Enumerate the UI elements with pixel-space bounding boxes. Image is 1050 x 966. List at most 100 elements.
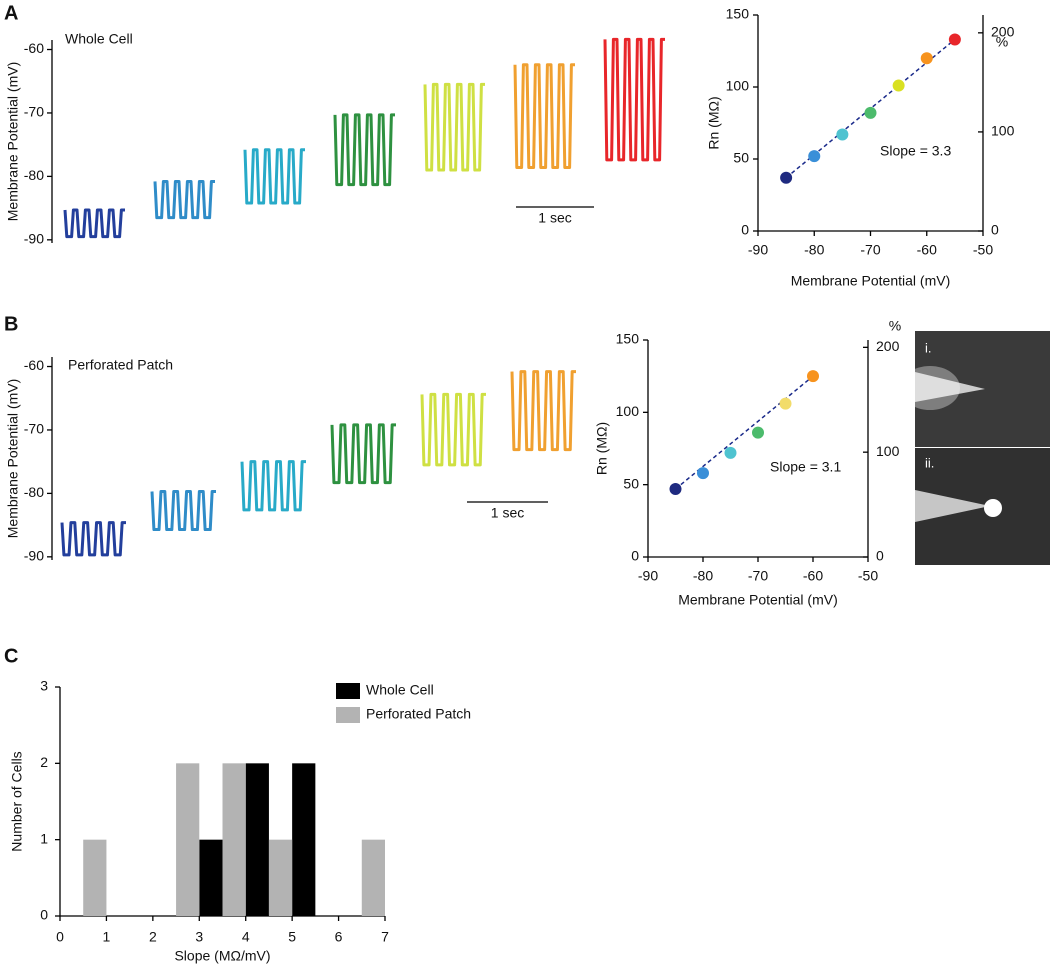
y-axis-label: Rn (MΩ) — [706, 96, 722, 149]
panel-letter: B — [4, 313, 18, 335]
y-tick-label: 3 — [40, 678, 48, 694]
pipette — [915, 490, 990, 522]
y-axis-label: Number of Cells — [9, 751, 25, 851]
x-tick-label: -50 — [858, 568, 878, 584]
trace — [513, 63, 575, 170]
point — [920, 52, 933, 65]
y-tick-label: 2 — [40, 754, 48, 770]
y-tick-label: -70 — [24, 421, 44, 437]
y-tick-label: -70 — [24, 104, 44, 120]
y-axis-label: Rn (MΩ) — [594, 422, 610, 475]
x-tick-label: -70 — [860, 242, 880, 258]
y2-tick-label: 100 — [991, 123, 1015, 139]
y2-axis-label: % — [996, 34, 1008, 50]
panel-letter: A — [4, 2, 18, 24]
bar — [361, 839, 385, 916]
x-axis-label: Membrane Potential (mV) — [791, 273, 951, 289]
y-tick-label: 150 — [616, 331, 640, 347]
x-tick-label: -90 — [638, 568, 658, 584]
legend-swatch — [336, 683, 360, 699]
bar — [83, 839, 107, 916]
trace — [510, 370, 576, 452]
point — [697, 467, 709, 480]
point — [864, 106, 877, 119]
x-tick-label: 0 — [56, 929, 64, 945]
y-tick-label: -90 — [24, 231, 44, 247]
y-tick-label: -80 — [24, 167, 44, 183]
legend-label: Whole Cell — [366, 682, 434, 698]
trace — [243, 148, 305, 205]
point — [948, 33, 961, 46]
x-tick-label: 5 — [288, 929, 296, 945]
point — [807, 370, 819, 383]
annotation: Slope = 3.3 — [880, 143, 951, 159]
y2-tick-label: 0 — [991, 222, 999, 238]
x-tick-label: -60 — [803, 568, 823, 584]
y-tick-label: 50 — [733, 150, 749, 166]
trace — [150, 489, 216, 532]
y-axis-label: Membrane Potential (mV) — [5, 62, 21, 222]
cell — [984, 499, 1002, 517]
y-tick-label: -60 — [24, 40, 44, 56]
y-tick-label: 50 — [623, 475, 639, 491]
x-tick-label: -80 — [693, 568, 713, 584]
y-tick-label: -80 — [24, 484, 44, 500]
bar — [222, 763, 246, 916]
x-axis-label: Membrane Potential (mV) — [678, 592, 838, 608]
x-tick-label: 6 — [335, 929, 343, 945]
point — [892, 79, 905, 92]
bar — [245, 763, 269, 916]
bar — [176, 763, 200, 916]
scale-bar-label: 1 sec — [538, 210, 571, 226]
trace — [153, 179, 215, 220]
y-tick-label: 0 — [741, 222, 749, 238]
point — [669, 483, 682, 496]
trace — [63, 208, 125, 239]
y-tick-label: 0 — [631, 548, 639, 564]
trace — [60, 521, 126, 557]
axes — [757, 15, 984, 232]
legend-swatch — [336, 707, 360, 723]
trace — [423, 82, 485, 172]
point — [779, 397, 792, 410]
y-tick-label: -90 — [24, 548, 44, 564]
x-tick-label: -70 — [748, 568, 768, 584]
image-label: i. — [925, 340, 932, 355]
y-tick-label: 100 — [726, 78, 750, 94]
annotation: Perforated Patch — [68, 357, 173, 373]
scale-bar-label: 1 sec — [491, 505, 524, 521]
glow — [900, 366, 960, 410]
y2-tick-label: 200 — [876, 338, 900, 354]
trace — [330, 423, 396, 485]
x-tick-label: 2 — [149, 929, 157, 945]
point — [780, 171, 793, 184]
x-tick-label: -90 — [748, 242, 768, 258]
y2-tick-label: 100 — [876, 443, 900, 459]
y2-tick-label: 0 — [876, 548, 884, 564]
point — [808, 150, 821, 163]
trace — [240, 460, 306, 512]
panel-letter: C — [4, 645, 18, 667]
x-tick-label: 3 — [195, 929, 203, 945]
point — [724, 446, 737, 459]
pipette — [915, 372, 985, 402]
x-axis-label: Slope (MΩ/mV) — [174, 948, 270, 964]
bar — [292, 763, 316, 916]
y-tick-label: 0 — [40, 907, 48, 923]
axes — [647, 340, 869, 558]
x-tick-label: -60 — [917, 242, 937, 258]
bar — [268, 839, 293, 916]
annotation: Whole Cell — [65, 31, 133, 47]
x-tick-label: 7 — [381, 929, 389, 945]
y-axis-label: Membrane Potential (mV) — [5, 379, 21, 539]
trace — [603, 37, 665, 162]
point — [752, 426, 764, 439]
x-tick-label: 1 — [103, 929, 111, 945]
y-tick-label: -60 — [24, 357, 44, 373]
y2-axis-label: % — [889, 318, 901, 334]
micrograph: i. ii. — [900, 331, 1050, 565]
point — [836, 128, 849, 141]
annotation: Slope = 3.1 — [770, 459, 841, 475]
trace — [333, 113, 395, 187]
